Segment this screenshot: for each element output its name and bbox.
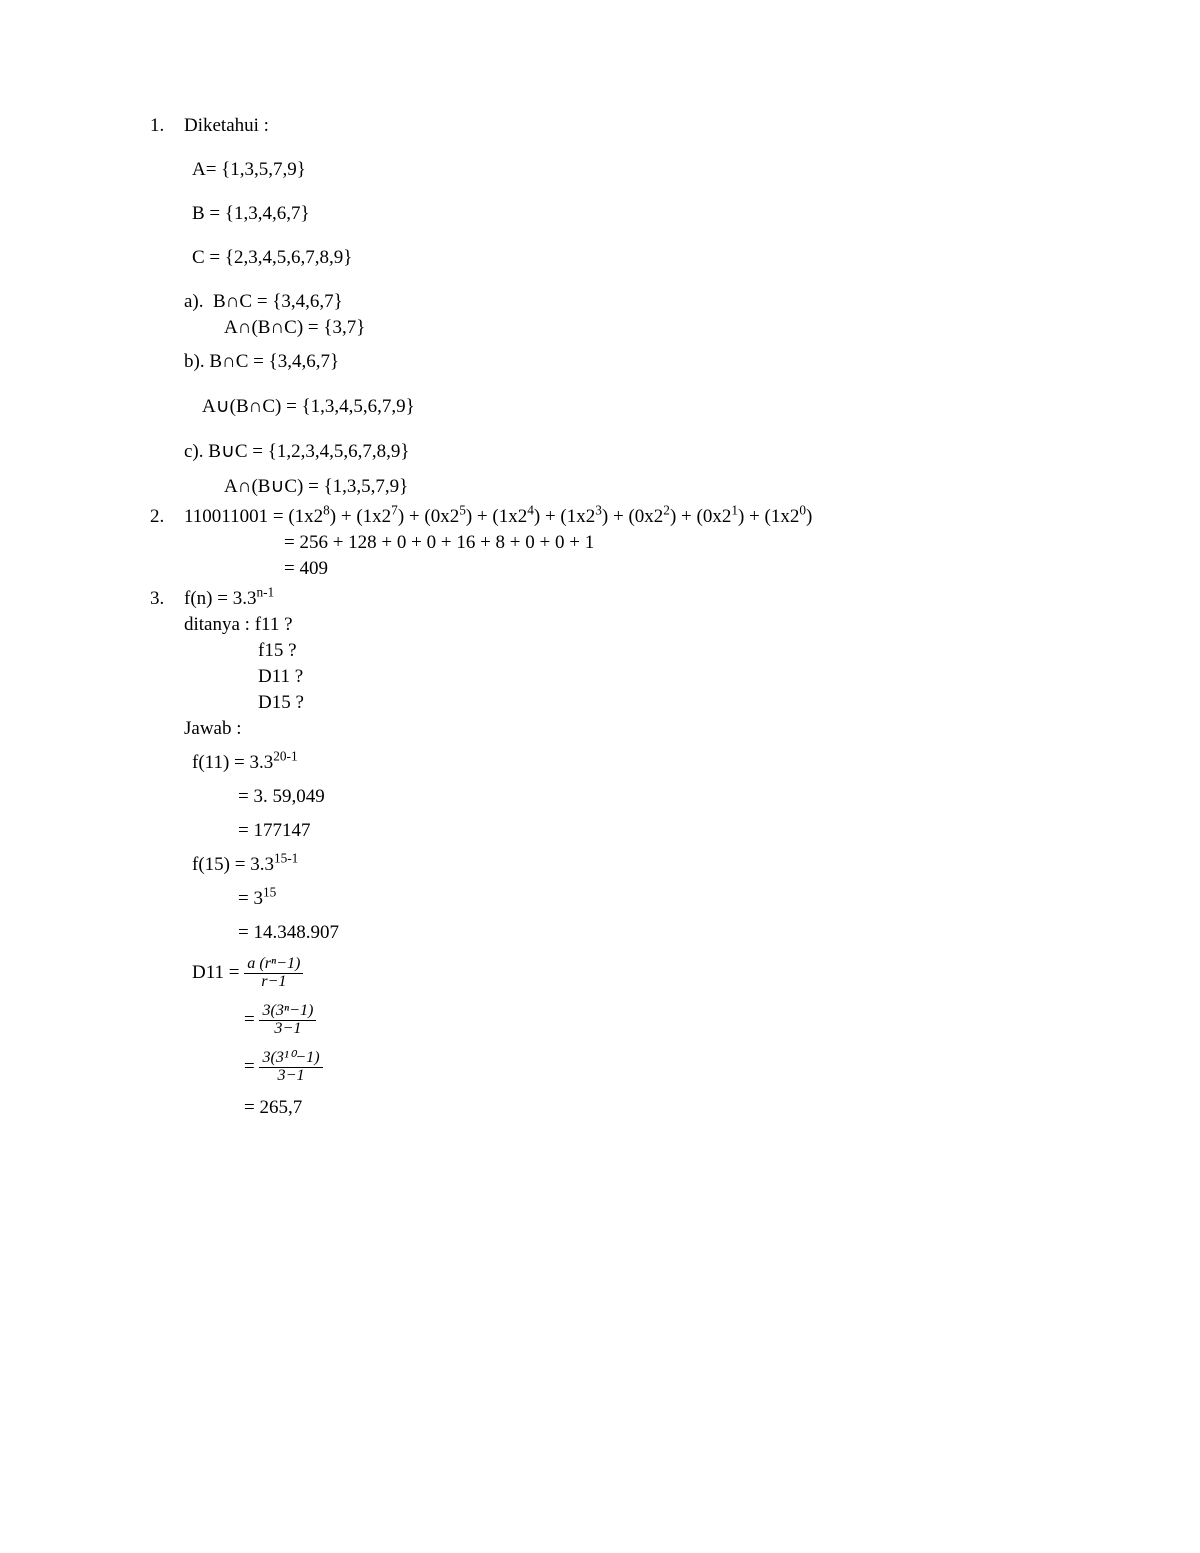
p3-ditanya-f15: f15 ? <box>184 640 1060 662</box>
p3-f11-l2: = 3. 59,049 <box>184 786 1060 808</box>
p1a-label: a). <box>184 291 204 312</box>
p1-part-c-line2: A∩(B∪C) = {1,3,5,7,9} <box>184 475 1060 498</box>
p1-set-b: B = {1,3,4,6,7} <box>184 203 1060 225</box>
p1-part-a-line2: A∩(B∩C) = {3,7} <box>184 317 1060 339</box>
problem-1: 1. Diketahui : A= {1,3,5,7,9} B = {1,3,4… <box>150 115 1060 502</box>
p3-d11-l3: = 3(3¹⁰−1) 3−1 <box>184 1050 1060 1085</box>
p1c-label: c). <box>184 441 204 462</box>
p2-expansion: 110011001 = (1x28) + (1x27) + (0x25) + (… <box>184 506 1060 528</box>
fraction-icon: a (rⁿ−1) r−1 <box>244 956 303 991</box>
p2-sum: = 256 + 128 + 0 + 0 + 16 + 8 + 0 + 0 + 1 <box>184 532 1060 554</box>
p3-ditanya-d11: D11 ? <box>184 666 1060 688</box>
p3-d11-l2: = 3(3ⁿ−1) 3−1 <box>184 1003 1060 1038</box>
p3-ditanya: ditanya : f11 ? <box>184 614 1060 636</box>
problem-3: 3. f(n) = 3.3n-1 ditanya : f11 ? f15 ? D… <box>150 588 1060 1123</box>
problem-body: 110011001 = (1x28) + (1x27) + (0x25) + (… <box>184 506 1060 584</box>
p3-d11-l1: D11 = a (rⁿ−1) r−1 <box>184 956 1060 991</box>
problem-number: 2. <box>150 506 184 584</box>
p1-title: Diketahui : <box>184 115 1060 137</box>
p1b-l1: B∩C = {3,4,6,7} <box>209 351 339 372</box>
p1-set-a: A= {1,3,5,7,9} <box>184 159 1060 181</box>
p3-f11-l1: f(11) = 3.320-1 <box>184 752 1060 774</box>
p3-jawab: Jawab : <box>184 718 1060 740</box>
p2-result: = 409 <box>184 558 1060 580</box>
p1-part-a-line1: a). B∩C = {3,4,6,7} <box>184 291 1060 313</box>
fraction-icon: 3(3ⁿ−1) 3−1 <box>259 1003 316 1038</box>
fraction-icon: 3(3¹⁰−1) 3−1 <box>259 1050 322 1085</box>
p3-f11-l3: = 177147 <box>184 820 1060 842</box>
p1-part-b-line2: A∪(B∩C) = {1,3,4,5,6,7,9} <box>184 395 1060 418</box>
p2-binary: 110011001 <box>184 506 268 527</box>
p1-part-b-line1: b). B∩C = {3,4,6,7} <box>184 351 1060 373</box>
p3-f15-l2: = 315 <box>184 888 1060 910</box>
problem-number: 1. <box>150 115 184 502</box>
document-page: 1. Diketahui : A= {1,3,5,7,9} B = {1,3,4… <box>0 0 1200 1553</box>
p3-f15-l3: = 14.348.907 <box>184 922 1060 944</box>
p1c-l1: B∪C = {1,2,3,4,5,6,7,8,9} <box>208 441 409 462</box>
problem-body: Diketahui : A= {1,3,5,7,9} B = {1,3,4,6,… <box>184 115 1060 502</box>
problem-number: 3. <box>150 588 184 1123</box>
p1a-l1: B∩C = {3,4,6,7} <box>213 291 343 312</box>
p3-d11-result: = 265,7 <box>184 1097 1060 1119</box>
p1-set-c: C = {2,3,4,5,6,7,8,9} <box>184 247 1060 269</box>
p3-f15-l1: f(15) = 3.315-1 <box>184 854 1060 876</box>
problem-2: 2. 110011001 = (1x28) + (1x27) + (0x25) … <box>150 506 1060 584</box>
p3-ditanya-d15: D15 ? <box>184 692 1060 714</box>
p1-part-c-line1: c). B∪C = {1,2,3,4,5,6,7,8,9} <box>184 440 1060 463</box>
p1b-label: b). <box>184 351 205 372</box>
problem-body: f(n) = 3.3n-1 ditanya : f11 ? f15 ? D11 … <box>184 588 1060 1123</box>
p3-fn-def: f(n) = 3.3n-1 <box>184 588 1060 610</box>
